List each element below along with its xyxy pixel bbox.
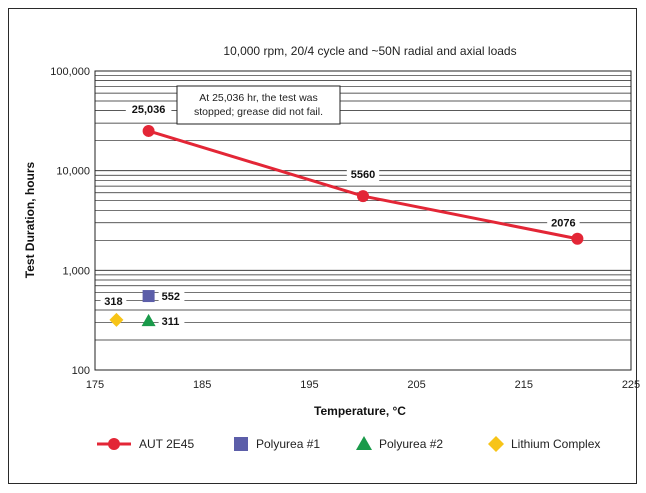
data-label: 318 (104, 296, 122, 308)
data-label-bg (158, 314, 185, 328)
legend-item: Lithium Complex (488, 436, 600, 452)
series-polyurea-2: 311 (141, 313, 185, 328)
legend-label: AUT 2E45 (139, 437, 194, 451)
data-label-bg (158, 290, 185, 304)
chart-title: 10,000 rpm, 20/4 cycle and ~50N radial a… (223, 44, 516, 58)
data-point (356, 436, 372, 450)
data-point (357, 190, 369, 203)
data-point (142, 124, 155, 137)
data-point (141, 313, 156, 327)
data-point (108, 438, 120, 450)
data-label: 552 (162, 291, 180, 303)
data-label: 2076 (551, 218, 575, 230)
data-label-bg (100, 294, 127, 308)
legend-label: Lithium Complex (511, 437, 600, 451)
x-tick-label: 225 (622, 379, 640, 391)
legend-label: Polyurea #1 (256, 437, 320, 451)
series-lithium-complex: 318 (100, 294, 127, 327)
data-label: 25,036 (132, 104, 166, 116)
data-point (571, 232, 584, 245)
y-tick-label: 10,000 (56, 166, 90, 178)
y-axis-label: Test Duration, hours (23, 161, 37, 278)
x-tick-label: 175 (86, 379, 104, 391)
data-label: 311 (162, 316, 180, 328)
data-label-bg (346, 168, 380, 182)
legend-item: Polyurea #2 (356, 436, 443, 451)
data-label-bg (125, 102, 172, 116)
legend: AUT 2E45 Polyurea #1 Polyurea #2 Lithium Co… (97, 436, 600, 452)
series-aut-2e45: 25,036 5560 2076 (125, 102, 584, 245)
annotation-text: stopped; grease did not fail. (194, 106, 323, 118)
data-point (234, 437, 248, 451)
x-axis-ticks: 175 185 195 205 215 225 (86, 379, 640, 391)
series-layer: 25,036 5560 2076 552 311 318 (100, 102, 584, 328)
data-label: 5560 (351, 169, 375, 181)
annotation-callout: At 25,036 hr, the test was stopped; greas… (176, 85, 341, 125)
x-tick-label: 215 (515, 379, 533, 391)
y-axis-ticks: 100 1,000 10,000 100,000 (50, 66, 90, 377)
annotation-text: At 25,036 hr, the test was (199, 92, 318, 104)
x-tick-label: 195 (300, 379, 318, 391)
legend-item: AUT 2E45 (97, 437, 194, 451)
y-tick-label: 1,000 (62, 265, 90, 277)
plot-area (94, 70, 632, 371)
annotation-box (176, 85, 341, 125)
data-point (142, 290, 155, 303)
x-axis-label: Temperature, °C (314, 404, 406, 418)
data-point (488, 436, 504, 452)
x-tick-label: 205 (407, 379, 425, 391)
y-tick-label: 100,000 (50, 66, 90, 78)
x-tick-label: 185 (193, 379, 211, 391)
legend-label: Polyurea #2 (379, 437, 443, 451)
series-polyurea-1: 552 (142, 290, 185, 304)
data-point (109, 312, 124, 327)
data-label-bg (547, 216, 580, 230)
legend-item: Polyurea #1 (234, 437, 320, 451)
y-tick-label: 100 (72, 365, 90, 377)
